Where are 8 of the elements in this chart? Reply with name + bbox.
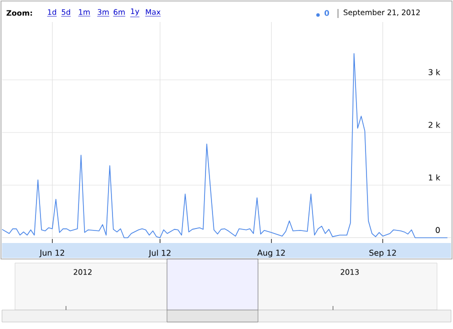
x-tick-label: Jun 12 [39,250,64,258]
y-tick-label: 0 [436,226,440,234]
y-tick-label: 1 k [428,174,440,180]
y-tick-label: 3 k [428,68,440,76]
y-tick-label: 2 k [428,122,440,128]
x-tick-label: Aug 12 [257,250,285,258]
x-tick-label: Jul 12 [148,250,170,258]
x-tick-label: Sep 12 [369,250,396,258]
